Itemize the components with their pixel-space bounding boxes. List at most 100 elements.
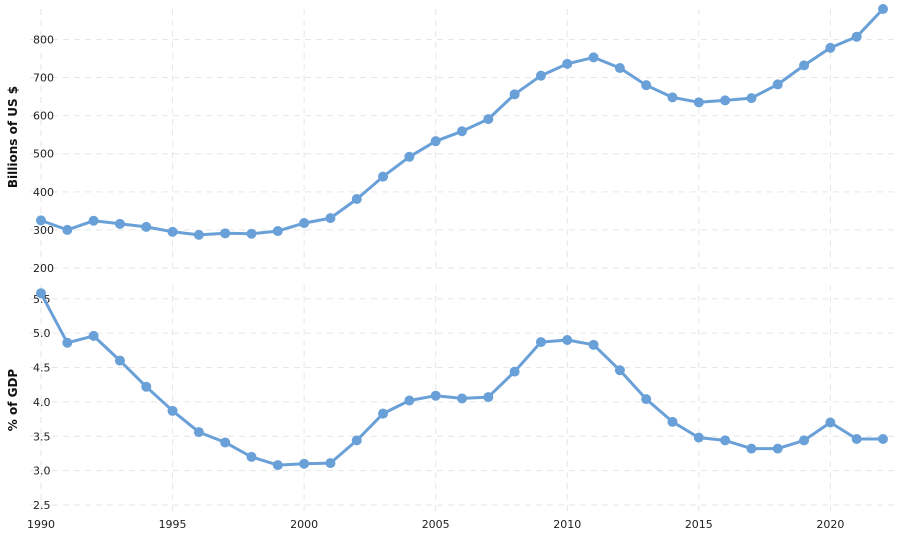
data-point[interactable] [114, 218, 125, 229]
data-point[interactable] [772, 79, 783, 90]
data-point[interactable] [351, 435, 362, 446]
series-line [39, 292, 883, 467]
data-point[interactable] [562, 58, 573, 69]
data-point[interactable] [667, 416, 678, 427]
data-point[interactable] [88, 330, 99, 341]
y-tick-label: 600 [33, 110, 54, 123]
data-point[interactable] [693, 432, 704, 443]
data-point[interactable] [299, 458, 310, 469]
y-tick-label: 800 [33, 33, 54, 46]
y-tick-label: 3.5 [33, 430, 51, 443]
data-point[interactable] [167, 405, 178, 416]
data-point[interactable] [746, 443, 757, 454]
y-ticks-gdp: 2.53.03.54.04.55.05.5 [33, 293, 51, 512]
data-point[interactable] [641, 80, 652, 91]
data-point[interactable] [220, 437, 231, 448]
x-tick-label: 2005 [422, 518, 450, 531]
data-point[interactable] [799, 435, 810, 446]
y-tick-label: 4.0 [33, 396, 51, 409]
data-point[interactable] [141, 221, 152, 232]
data-point[interactable] [325, 213, 336, 224]
data-point[interactable] [746, 93, 757, 104]
data-point[interactable] [799, 60, 810, 71]
series-billions [36, 4, 888, 240]
data-point[interactable] [272, 460, 283, 471]
data-point[interactable] [351, 194, 362, 205]
panel-billions: 200 300 400 500 600 700 800 Billions of US $ [6, 4, 897, 275]
y-tick-label: 400 [33, 186, 54, 199]
data-point[interactable] [667, 92, 678, 103]
data-point[interactable] [167, 226, 178, 237]
y-tick-label: 4.5 [33, 362, 51, 375]
data-point[interactable] [720, 435, 731, 446]
data-point[interactable] [299, 218, 310, 229]
data-point[interactable] [457, 126, 467, 137]
y-axis-label-gdp: % of GDP [6, 369, 20, 432]
data-point[interactable] [509, 89, 520, 100]
y-tick-label: 700 [33, 72, 54, 85]
data-point[interactable] [378, 408, 389, 419]
data-point[interactable] [851, 434, 862, 444]
y-tick-label: 5.0 [33, 327, 51, 340]
data-point[interactable] [114, 355, 125, 366]
panel-gdp: 2.53.03.54.04.55.05.5 % of GDP [6, 288, 897, 512]
grid-billions [30, 38, 897, 269]
y-tick-label: 3.0 [33, 465, 51, 478]
x-axis-ticks: 1990 1995 2000 2005 2010 2015 2020 [27, 518, 844, 531]
data-point[interactable] [62, 224, 73, 235]
x-tick-label: 2020 [816, 518, 844, 531]
data-point[interactable] [720, 95, 731, 106]
data-point[interactable] [641, 394, 652, 405]
x-tick-label: 2015 [685, 518, 713, 531]
data-point[interactable] [562, 335, 573, 345]
data-point[interactable] [193, 229, 204, 240]
data-point[interactable] [483, 392, 494, 403]
data-point[interactable] [246, 228, 257, 239]
data-point[interactable] [404, 151, 415, 162]
y-tick-label: 500 [33, 148, 54, 161]
x-tick-label: 2010 [553, 518, 581, 531]
y-axis-label-billions: Billions of US $ [6, 86, 20, 188]
x-tick-label: 1990 [27, 518, 55, 531]
data-point[interactable] [851, 31, 862, 42]
data-point[interactable] [588, 339, 599, 350]
data-point[interactable] [535, 70, 546, 81]
data-point[interactable] [825, 42, 836, 53]
data-point[interactable] [483, 114, 494, 125]
y-tick-label: 2.5 [33, 499, 51, 512]
data-point[interactable] [693, 97, 704, 108]
data-point[interactable] [62, 337, 73, 348]
data-point[interactable] [88, 215, 99, 226]
data-point[interactable] [878, 434, 888, 444]
data-point[interactable] [404, 395, 415, 406]
series-line [40, 7, 885, 237]
data-point[interactable] [220, 228, 231, 239]
data-point[interactable] [457, 393, 467, 404]
data-point[interactable] [509, 366, 520, 377]
data-point[interactable] [36, 215, 46, 226]
data-point[interactable] [36, 288, 46, 299]
data-point[interactable] [246, 451, 257, 462]
data-point[interactable] [325, 458, 336, 469]
x-tick-label: 2000 [290, 518, 318, 531]
data-point[interactable] [430, 136, 441, 147]
data-point[interactable] [588, 52, 599, 63]
x-grid [40, 9, 831, 512]
data-point[interactable] [535, 337, 546, 348]
data-point[interactable] [825, 417, 836, 428]
y-tick-label: 200 [33, 262, 54, 275]
data-point[interactable] [878, 4, 888, 14]
y-ticks-billions: 200 300 400 500 600 700 800 [33, 33, 54, 275]
data-point[interactable] [378, 171, 389, 182]
data-point[interactable] [614, 63, 625, 74]
data-point[interactable] [141, 381, 152, 392]
data-point[interactable] [772, 443, 783, 454]
data-point[interactable] [614, 365, 625, 376]
data-point[interactable] [193, 427, 204, 438]
data-point[interactable] [430, 390, 441, 401]
y-tick-label: 300 [33, 224, 54, 237]
series-gdp [36, 288, 888, 471]
data-point[interactable] [272, 226, 283, 237]
